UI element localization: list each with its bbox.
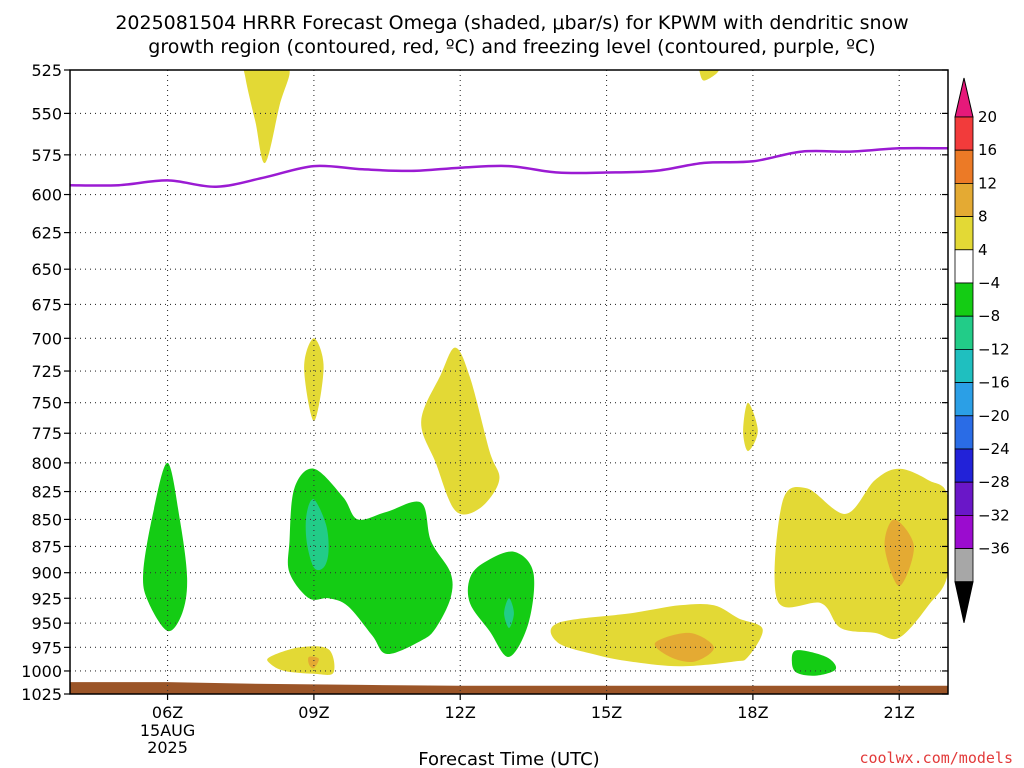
colorbar-swatch <box>954 282 974 317</box>
colorbar-swatch <box>954 182 974 217</box>
colorbar-tick-label: −16 <box>978 374 1010 392</box>
colorbar-tick-label: −20 <box>978 407 1010 425</box>
terrain-fill <box>70 682 948 694</box>
colorbar-top-arrow <box>954 77 974 118</box>
omega-region-6 <box>550 603 763 667</box>
colorbar-swatch <box>954 448 974 483</box>
colorbar-tick-label: −32 <box>978 506 1010 524</box>
colorbar-tick-label: 12 <box>978 174 997 192</box>
omega-region-5 <box>774 468 948 640</box>
x-tick-label: 21Z <box>884 703 915 722</box>
omega-region-12 <box>287 468 453 655</box>
x-tick-label: 12Z <box>445 703 476 722</box>
y-tick-label: 550 <box>31 104 62 123</box>
y-tick-label: 1025 <box>21 685 62 704</box>
y-axis: 525 550 575 600 625 650 675 700 725 750 775 800 825 8… <box>21 61 948 704</box>
y-tick-label: 700 <box>31 329 62 348</box>
colorbar-tick-label: −28 <box>978 473 1010 491</box>
colorbar-tick-label: 16 <box>978 141 997 159</box>
omega-region-15 <box>305 499 329 571</box>
x-tick-label: 15Z <box>591 703 622 722</box>
colorbar-swatch <box>954 348 974 383</box>
y-tick-label: 875 <box>31 537 62 556</box>
chart-title-line-1: 2025081504 HRRR Forecast Omega (shaded, … <box>115 12 908 34</box>
y-tick-label: 625 <box>31 224 62 243</box>
y-tick-label: 950 <box>31 614 62 633</box>
colorbar-tick-label: 4 <box>978 241 988 259</box>
x-tick-label: 06Z <box>152 703 183 722</box>
terrain-polygon <box>70 682 948 694</box>
x-tick-sublabel: 2025 <box>147 738 188 757</box>
y-tick-label: 650 <box>31 260 62 279</box>
omega-region-13 <box>467 551 535 657</box>
colorbar-swatch <box>954 548 974 583</box>
x-tick-sublabel: 15AUG <box>140 721 195 740</box>
omega-region-7 <box>267 646 335 676</box>
colorbar-swatch <box>954 116 974 151</box>
omega-region-11 <box>143 462 188 632</box>
colorbar-tick-label: −36 <box>978 540 1010 558</box>
omega-region-2 <box>304 338 324 422</box>
omega-region-1 <box>699 70 719 81</box>
colorbar-swatch <box>954 249 974 284</box>
y-tick-label: 825 <box>31 483 62 502</box>
omega-region-8 <box>884 519 914 587</box>
colorbar-tick-label: −24 <box>978 440 1010 458</box>
colorbar-tick-label: −4 <box>978 274 1000 292</box>
colorbar-swatch <box>954 149 974 184</box>
colorbar-swatch <box>954 415 974 450</box>
omega-region-16 <box>504 598 514 628</box>
colorbar-swatch <box>954 382 974 417</box>
omega-region-3 <box>421 347 500 515</box>
y-tick-label: 575 <box>31 146 62 165</box>
freezing-level-line <box>69 146 949 188</box>
freezing-level-contour <box>69 146 949 188</box>
chart-title-line-2: growth region (contoured, red, ºC) and f… <box>148 36 875 58</box>
x-tick-label: 18Z <box>737 703 768 722</box>
grid-lines <box>70 70 948 694</box>
credit-text: coolwx.com/models <box>859 749 1013 767</box>
x-axis-label: Forecast Time (UTC) <box>418 749 599 768</box>
omega-region-0 <box>243 70 290 163</box>
y-tick-label: 725 <box>31 362 62 381</box>
colorbar-tick-label: 20 <box>978 108 997 126</box>
y-tick-label: 600 <box>31 186 62 205</box>
y-tick-label: 1000 <box>21 662 62 681</box>
colorbar-swatch <box>954 481 974 516</box>
colorbar-tick-label: −8 <box>978 307 1000 325</box>
colorbar-swatch <box>954 216 974 251</box>
y-tick-label: 900 <box>31 564 62 583</box>
y-tick-label: 525 <box>31 61 62 80</box>
y-tick-label: 850 <box>31 510 62 529</box>
omega-region-9 <box>654 632 714 663</box>
colorbar-tick-label: 8 <box>978 208 988 226</box>
x-tick-label: 09Z <box>298 703 329 722</box>
y-tick-label: 975 <box>31 638 62 657</box>
colorbar-tick-label: −12 <box>978 340 1010 358</box>
plot-frame <box>69 69 949 695</box>
y-tick-label: 925 <box>31 589 62 608</box>
y-tick-label: 675 <box>31 295 62 314</box>
colorbar-swatch <box>954 315 974 350</box>
y-tick-label: 775 <box>31 424 62 443</box>
colorbar-swatch <box>954 515 974 550</box>
omega-shading <box>143 70 948 676</box>
colorbar: 20 16 12 8 4 −4 −8 −12 −16 −20 −24 −28 −32 −36 <box>954 77 1010 623</box>
omega-region-10 <box>308 656 319 669</box>
colorbar-bottom-arrow <box>954 581 974 623</box>
omega-region-14 <box>791 650 837 676</box>
y-tick-label: 800 <box>31 454 62 473</box>
omega-region-4 <box>743 402 758 452</box>
y-tick-label: 750 <box>31 394 62 413</box>
